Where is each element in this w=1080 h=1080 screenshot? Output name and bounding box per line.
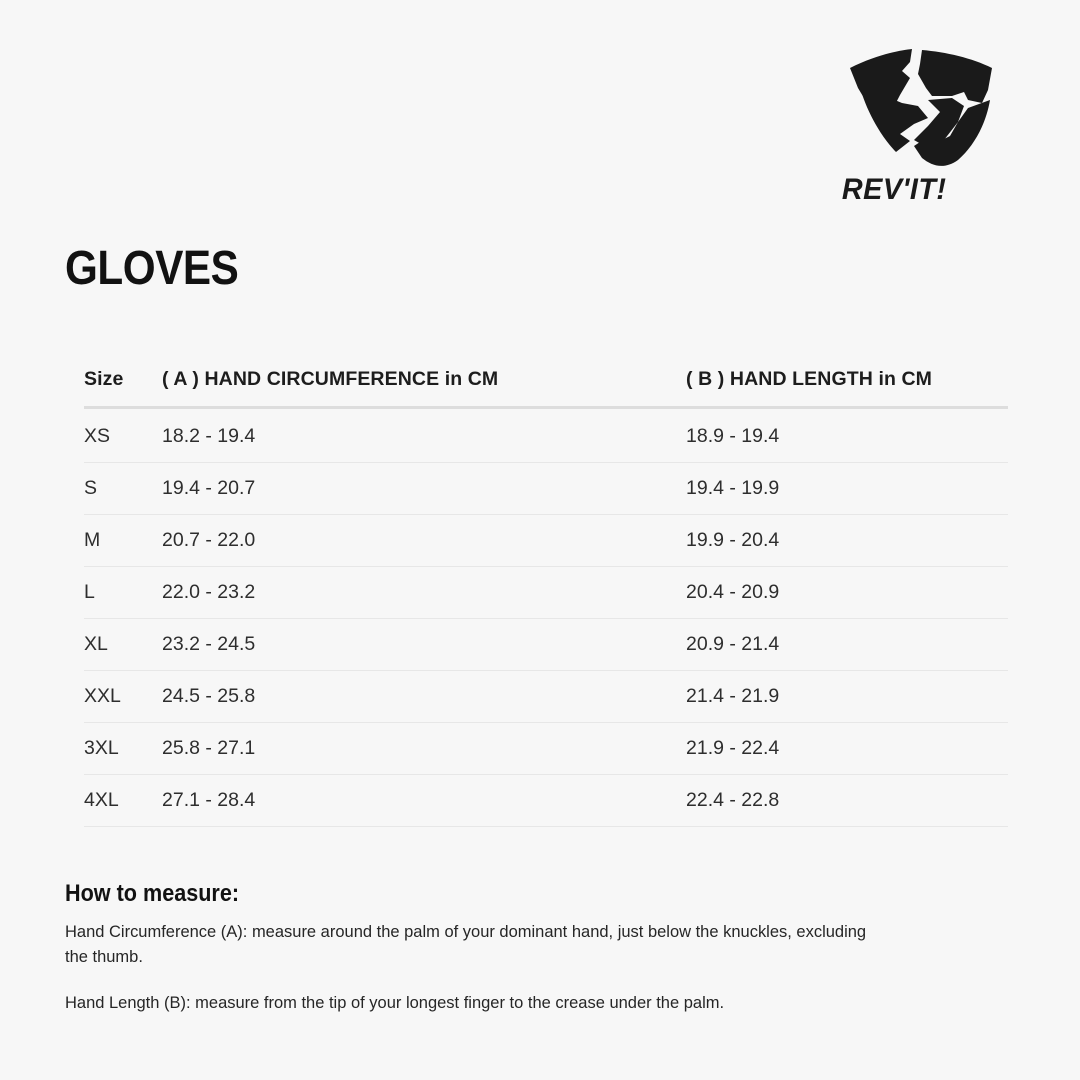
revit-wordmark-text: REV'IT! — [842, 172, 947, 206]
column-header-hand-length: ( B ) HAND LENGTH in CM — [686, 368, 933, 390]
table-row: S 19.4 - 20.7 19.4 - 19.9 — [84, 462, 1008, 515]
size-table: Size ( A ) HAND CIRCUMFERENCE in CM ( B … — [84, 368, 1008, 827]
cell-length: 20.4 - 20.9 — [686, 566, 1008, 619]
table-row: 3XL 25.8 - 27.1 21.9 - 22.4 — [84, 722, 1008, 775]
table-row: 4XL 27.1 - 28.4 22.4 - 22.8 — [84, 774, 1008, 827]
cell-length: 20.9 - 21.4 — [686, 618, 1008, 671]
cell-size: L — [84, 566, 162, 619]
hand-length-instruction: Hand Length (B): measure from the tip of… — [65, 993, 725, 1013]
table-row: XXL 24.5 - 25.8 21.4 - 21.9 — [84, 670, 1008, 723]
table-row: XS 18.2 - 19.4 18.9 - 19.4 — [84, 407, 1008, 463]
cell-length: 21.4 - 21.9 — [686, 670, 1008, 723]
table-row: L 22.0 - 23.2 20.4 - 20.9 — [84, 566, 1008, 619]
how-to-measure-heading: How to measure: — [65, 880, 240, 907]
cell-size: 4XL — [84, 774, 162, 827]
cell-circumference: 20.7 - 22.0 — [162, 514, 686, 567]
brand-logo: REV'IT! — [840, 48, 1000, 206]
cell-length: 18.9 - 19.4 — [686, 407, 1008, 463]
size-table-container: Size ( A ) HAND CIRCUMFERENCE in CM ( B … — [84, 368, 1008, 827]
column-header-size: Size — [84, 368, 124, 390]
cell-size: XL — [84, 618, 162, 671]
cell-circumference: 23.2 - 24.5 — [162, 618, 686, 671]
revit-shield-logo-icon — [850, 49, 992, 166]
cell-circumference: 24.5 - 25.8 — [162, 670, 686, 723]
table-body: XS 18.2 - 19.4 18.9 - 19.4 S 19.4 - 20.7… — [84, 407, 1008, 827]
cell-size: XS — [84, 407, 162, 463]
cell-circumference: 22.0 - 23.2 — [162, 566, 686, 619]
cell-circumference: 27.1 - 28.4 — [162, 774, 686, 827]
column-header-hand-circumference: ( A ) HAND CIRCUMFERENCE in CM — [162, 368, 499, 390]
cell-circumference: 18.2 - 19.4 — [162, 407, 686, 463]
revit-wordmark: REV'IT! — [842, 172, 947, 206]
cell-size: XXL — [84, 670, 162, 723]
cell-length: 22.4 - 22.8 — [686, 774, 1008, 827]
table-header-row: Size ( A ) HAND CIRCUMFERENCE in CM ( B … — [84, 368, 1008, 408]
how-to-measure-section: How to measure: Hand Circumference (A): … — [65, 880, 945, 1016]
cell-length: 19.9 - 20.4 — [686, 514, 1008, 567]
cell-length: 21.9 - 22.4 — [686, 722, 1008, 775]
table-row: XL 23.2 - 24.5 20.9 - 21.4 — [84, 618, 1008, 671]
cell-circumference: 19.4 - 20.7 — [162, 462, 686, 515]
cell-size: S — [84, 462, 162, 515]
cell-size: M — [84, 514, 162, 567]
table-header: Size ( A ) HAND CIRCUMFERENCE in CM ( B … — [84, 368, 1008, 408]
cell-size: 3XL — [84, 722, 162, 775]
page-title: GLOVES — [65, 242, 239, 295]
hand-circumference-instruction: Hand Circumference (A): measure around t… — [65, 922, 867, 966]
table-row: M 20.7 - 22.0 19.9 - 20.4 — [84, 514, 1008, 567]
cell-circumference: 25.8 - 27.1 — [162, 722, 686, 775]
cell-length: 19.4 - 19.9 — [686, 462, 1008, 515]
